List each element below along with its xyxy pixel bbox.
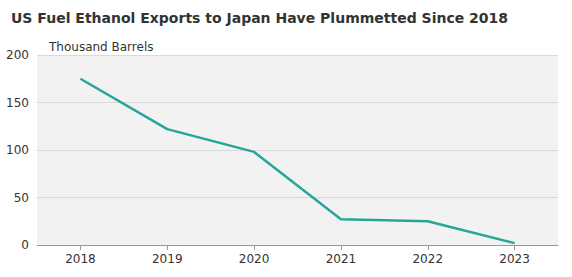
- svg-text:2019: 2019: [152, 252, 183, 266]
- svg-text:50: 50: [14, 191, 29, 205]
- svg-text:US Fuel Ethanol Exports to Jap: US Fuel Ethanol Exports to Japan Have Pl…: [11, 10, 508, 26]
- svg-text:2020: 2020: [239, 252, 270, 266]
- svg-text:150: 150: [6, 96, 29, 110]
- svg-text:2022: 2022: [412, 252, 443, 266]
- svg-text:100: 100: [6, 143, 29, 157]
- svg-text:2023: 2023: [499, 252, 530, 266]
- svg-text:200: 200: [6, 48, 29, 62]
- svg-text:2018: 2018: [65, 252, 96, 266]
- svg-text:0: 0: [21, 238, 29, 252]
- svg-text:2021: 2021: [326, 252, 357, 266]
- svg-text:Thousand Barrels: Thousand Barrels: [48, 40, 153, 54]
